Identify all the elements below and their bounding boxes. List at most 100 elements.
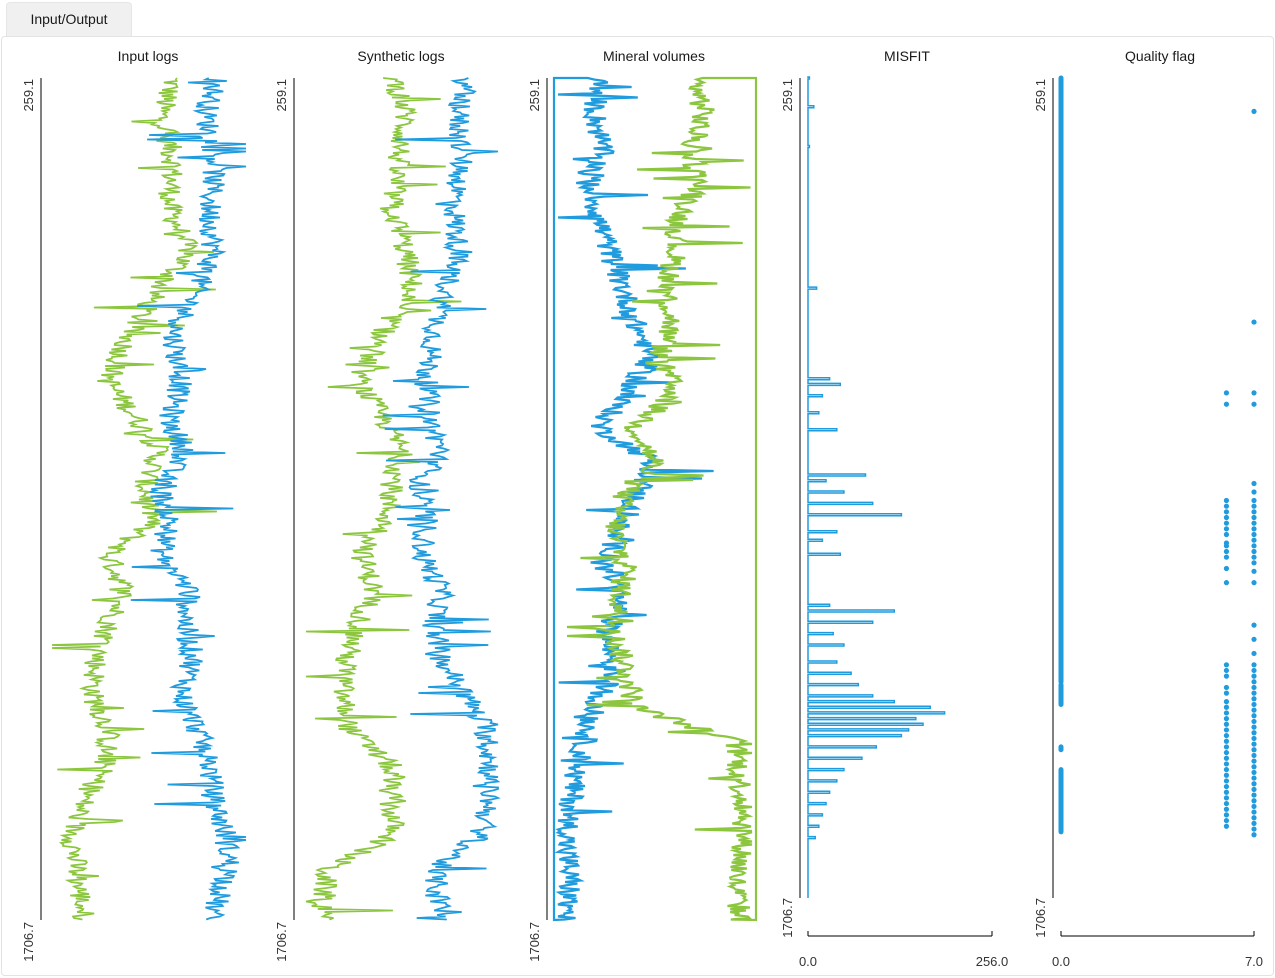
quality-point-1-3 <box>1223 503 1230 509</box>
depth-bottom-label-misfit: 1706.7 <box>780 898 795 938</box>
quality-point-1-42 <box>1223 823 1230 829</box>
quality-point-2-42 <box>1251 769 1257 776</box>
depth-top-label-mineral-volumes: 259.1 <box>527 79 542 112</box>
plot-layer <box>40 75 1257 937</box>
misfit-xtick-max: 256.0 <box>976 954 1009 969</box>
quality-point-2-30 <box>1251 701 1257 708</box>
track-title-misfit: MISFIT <box>884 48 930 64</box>
quality-point-2-4 <box>1251 480 1257 487</box>
quality-point-2-29 <box>1251 696 1257 702</box>
quality-point-2-49 <box>1251 809 1257 815</box>
quality-point-1-38 <box>1223 800 1230 807</box>
quality-point-1-5 <box>1223 514 1230 521</box>
quality-point-1-11 <box>1223 548 1230 555</box>
quality-point-1-22 <box>1223 710 1230 716</box>
quality-point-1-7 <box>1223 526 1230 532</box>
track-titles: Input logs Synthetic logs Mineral volume… <box>118 48 1195 64</box>
quality-point-1-13 <box>1223 565 1230 572</box>
quality-point-1-32 <box>1223 766 1230 773</box>
misfit-curve <box>807 76 946 898</box>
track-title-quality-flag: Quality flag <box>1125 48 1195 64</box>
track-title-synthetic-logs: Synthetic logs <box>357 48 444 64</box>
quality-point-1-31 <box>1223 761 1230 767</box>
quality-point-1-36 <box>1223 789 1230 795</box>
quality-point-2-7 <box>1251 503 1257 509</box>
quality-point-1-34 <box>1223 778 1230 784</box>
quality-point-2-26 <box>1251 679 1257 685</box>
depth-bottom-label-quality-flag: 1706.7 <box>1033 898 1048 938</box>
quality-point-2-5 <box>1251 489 1257 495</box>
depth-top-label-misfit: 259.1 <box>780 79 795 112</box>
quality-point-2-44 <box>1251 781 1257 787</box>
quality-point-2-13 <box>1251 537 1257 543</box>
quality-xtick-max: 7.0 <box>1245 954 1263 969</box>
quality-point-1-2 <box>1223 497 1230 504</box>
quality-point-1-20 <box>1223 699 1230 705</box>
depth-bottom-label-synthetic-logs: 1706.7 <box>274 922 289 962</box>
quality-point-1-19 <box>1223 690 1230 696</box>
log-curve-synthetic-logs-0 <box>305 77 462 921</box>
quality-point-2-53 <box>1251 832 1257 838</box>
volume-curve-mineral-volumes-1 <box>566 76 758 922</box>
quality-point-1-35 <box>1223 783 1230 790</box>
quality-point-2-14 <box>1251 543 1257 549</box>
x-tick-labels: 0.0 256.0 0.0 7.0 <box>799 954 1263 969</box>
tab-input-output[interactable]: Input/Output <box>6 2 132 37</box>
depth-top-label-quality-flag: 259.1 <box>1033 79 1048 112</box>
quality-point-2-32 <box>1251 713 1257 719</box>
depth-bottom-label-input-logs: 1706.7 <box>21 922 36 962</box>
quality-point-1-25 <box>1223 727 1230 733</box>
quality-point-2-51 <box>1251 820 1257 826</box>
quality-xtick-min: 0.0 <box>1052 954 1070 969</box>
quality-point-2-10 <box>1251 520 1257 526</box>
quality-point-2-21 <box>1251 636 1257 642</box>
quality-point-2-35 <box>1251 730 1257 736</box>
quality-point-1-30 <box>1223 755 1230 761</box>
quality-point-1-0 <box>1223 390 1230 396</box>
quality-point-2-22 <box>1251 650 1257 657</box>
quality-point-1-41 <box>1223 817 1230 824</box>
quality-point-1-12 <box>1223 554 1230 560</box>
misfit-xtick-min: 0.0 <box>799 954 817 969</box>
quality-point-2-11 <box>1251 526 1257 532</box>
quality-point-2-6 <box>1251 497 1257 504</box>
depth-labels: 259.1 1706.7 259.1 1706.7 259.1 1706.7 2… <box>21 79 1048 962</box>
quality-point-1-26 <box>1223 732 1230 739</box>
quality-point-2-28 <box>1251 690 1257 696</box>
quality-point-2-37 <box>1251 741 1257 747</box>
quality-point-1-10 <box>1223 543 1230 549</box>
quality-point-1-33 <box>1223 772 1230 778</box>
quality-point-1-18 <box>1223 684 1230 691</box>
quality-point-1-14 <box>1223 580 1230 586</box>
quality-point-1-29 <box>1223 749 1230 756</box>
quality-point-2-34 <box>1251 724 1257 730</box>
quality-point-2-18 <box>1251 568 1257 574</box>
quality-point-1-8 <box>1223 531 1230 538</box>
quality-point-2-1 <box>1251 319 1257 325</box>
quality-point-1-4 <box>1223 509 1230 515</box>
quality-point-2-27 <box>1251 684 1257 691</box>
quality-point-2-45 <box>1251 786 1257 793</box>
quality-point-2-52 <box>1251 826 1257 832</box>
quality-point-1-24 <box>1223 721 1230 727</box>
quality-point-2-40 <box>1251 758 1257 764</box>
quality-point-1-21 <box>1223 704 1230 710</box>
tab-bar: Input/Output <box>0 0 1275 37</box>
quality-point-2-2 <box>1251 390 1257 396</box>
log-curve-input-logs-0 <box>51 77 217 921</box>
quality-point-2-12 <box>1251 531 1257 538</box>
quality-point-1-27 <box>1223 738 1230 744</box>
quality-point-2-9 <box>1251 514 1257 521</box>
quality-point-2-23 <box>1251 662 1257 668</box>
log-curve-synthetic-logs-1 <box>382 77 501 921</box>
depth-top-label-input-logs: 259.1 <box>21 79 36 112</box>
quality-point-2-15 <box>1251 548 1257 555</box>
quality-point-2-39 <box>1251 752 1257 759</box>
quality-point-1-28 <box>1223 744 1230 750</box>
quality-point-1-1 <box>1223 401 1230 407</box>
quality-point-1-6 <box>1223 520 1230 526</box>
quality-point-2-31 <box>1251 707 1257 713</box>
quality-point-2-33 <box>1251 718 1257 725</box>
depth-bottom-label-mineral-volumes: 1706.7 <box>527 922 542 962</box>
quality-point-2-46 <box>1251 792 1257 798</box>
